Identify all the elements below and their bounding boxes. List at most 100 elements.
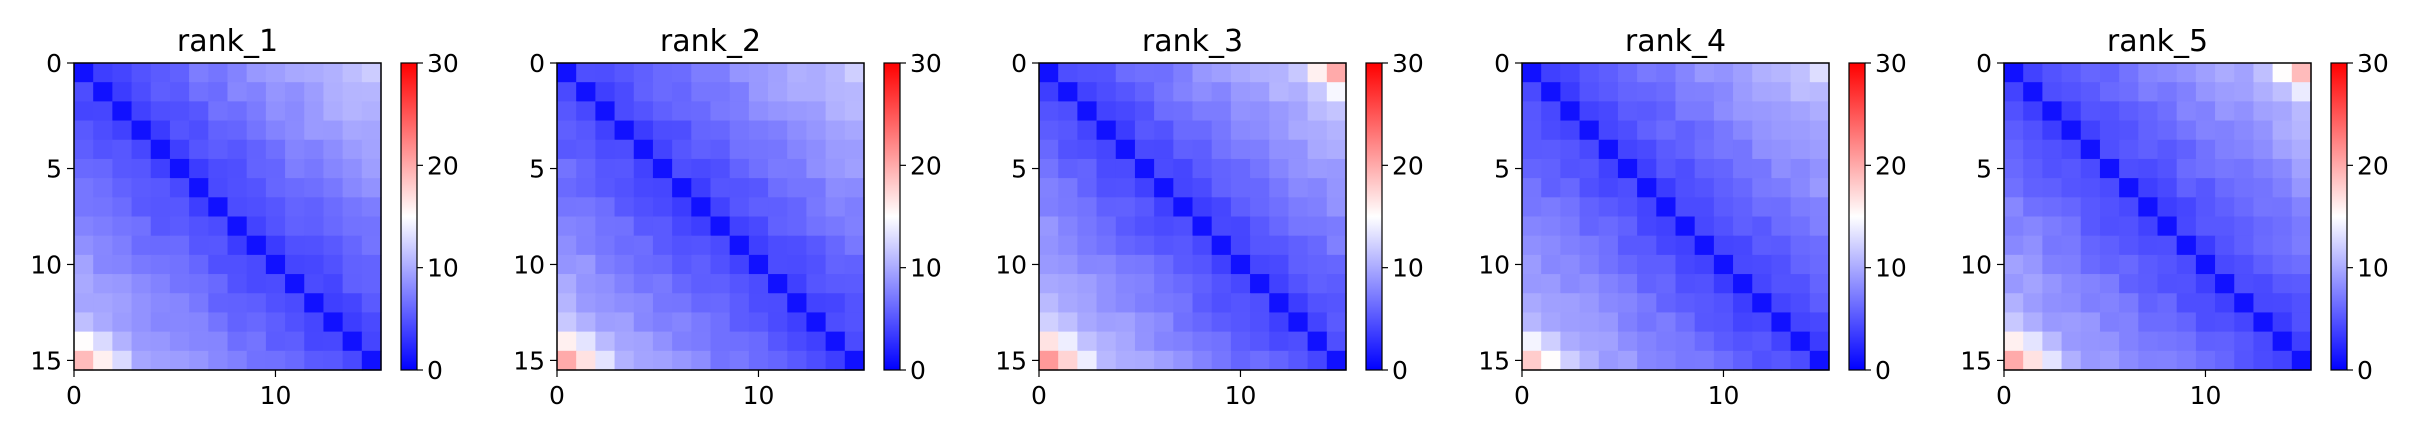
heatmap-cell xyxy=(748,120,769,141)
colorbar xyxy=(1365,62,1383,371)
heatmap-cell xyxy=(595,158,616,179)
heatmap-cell xyxy=(1134,216,1155,237)
heatmap-cell xyxy=(1230,235,1251,256)
heatmap-cell xyxy=(112,197,133,218)
heatmap-cell xyxy=(2253,331,2274,352)
heatmap-cell xyxy=(2291,235,2312,256)
heatmap-cell xyxy=(361,82,382,102)
chart-title: rank_2 xyxy=(660,24,761,59)
heatmap-cell xyxy=(342,235,363,256)
heatmap-cell xyxy=(2215,312,2235,333)
heatmap-cell xyxy=(2119,274,2139,294)
y-tick-label: 0 xyxy=(1011,49,1027,78)
heatmap-cell xyxy=(595,82,616,102)
heatmap-cell xyxy=(1752,101,1773,122)
heatmap-cell xyxy=(93,139,113,160)
heatmap-cell xyxy=(672,178,692,198)
heatmap-cell xyxy=(1694,293,1715,314)
heatmap-cell xyxy=(342,139,363,160)
heatmap-cell xyxy=(323,63,344,83)
heatmap-cell xyxy=(1694,178,1715,198)
heatmap-cell xyxy=(2042,197,2063,218)
heatmap-cell xyxy=(1154,120,1174,141)
heatmap-cell xyxy=(1675,254,1696,275)
heatmap-cell xyxy=(806,158,827,179)
heatmap-cell xyxy=(246,216,267,237)
heatmap-cell xyxy=(1598,139,1619,160)
heatmap-cell xyxy=(1598,120,1619,141)
heatmap-cell xyxy=(787,63,808,83)
heatmap-cell xyxy=(1790,235,1811,256)
heatmap-cell xyxy=(74,235,94,256)
heatmap-cell xyxy=(672,139,692,160)
heatmap-cell xyxy=(265,274,286,294)
heatmap-cell xyxy=(844,178,865,198)
heatmap-cell xyxy=(1288,139,1309,160)
heatmap-cell xyxy=(1211,293,1232,314)
heatmap-cell xyxy=(2215,293,2235,314)
heatmap-cell xyxy=(2215,139,2235,160)
heatmap-cell xyxy=(1250,178,1270,198)
heatmap-cell xyxy=(2195,82,2216,102)
heatmap-cell xyxy=(691,350,712,371)
heatmap-cell xyxy=(2023,120,2043,141)
heatmap-cell xyxy=(131,197,152,218)
heatmap-cell xyxy=(1211,82,1232,102)
heatmap-cell xyxy=(2042,139,2063,160)
heatmap-cell xyxy=(1039,312,1059,333)
heatmap-cell xyxy=(2176,350,2197,371)
heatmap-cell xyxy=(2099,82,2120,102)
heatmap-cell xyxy=(806,254,827,275)
heatmap-cell xyxy=(2215,82,2235,102)
heatmap-cell xyxy=(1230,350,1251,371)
heatmap-cell xyxy=(2195,178,2216,198)
heatmap-cell xyxy=(1269,293,1290,314)
colorbar-tick-label: 20 xyxy=(427,151,459,180)
heatmap-cell xyxy=(2080,82,2101,102)
heatmap-cell xyxy=(1579,101,1600,122)
heatmap-cell xyxy=(576,331,596,352)
heatmap-cell xyxy=(576,293,596,314)
heatmap-cell xyxy=(1771,293,1792,314)
heatmap-cell xyxy=(806,178,827,198)
colorbar-tick-label: 30 xyxy=(910,49,942,78)
heatmap-cell xyxy=(2176,158,2197,179)
heatmap-cell xyxy=(557,331,577,352)
heatmap-cell xyxy=(1115,63,1136,83)
heatmap-cell xyxy=(1541,254,1561,275)
y-tick-label: 5 xyxy=(529,155,545,184)
heatmap-cell xyxy=(189,216,209,237)
heatmap-cell xyxy=(227,331,248,352)
heatmap-cell xyxy=(1077,293,1098,314)
heatmap-cell xyxy=(2119,120,2139,141)
heatmap-cell xyxy=(74,82,94,102)
heatmap-cell xyxy=(2253,293,2274,314)
heatmap-cell xyxy=(557,216,577,237)
heatmap-cell xyxy=(150,312,171,333)
heatmap-cell xyxy=(131,235,152,256)
y-tick-label: 5 xyxy=(46,155,62,184)
heatmap-cell xyxy=(1733,139,1753,160)
axes-frame xyxy=(556,62,865,371)
heatmap-cell xyxy=(1637,235,1657,256)
heatmap-cell xyxy=(1096,331,1117,352)
heatmap-cell xyxy=(1192,235,1213,256)
heatmap-cell xyxy=(112,274,133,294)
heatmap-cell xyxy=(1096,312,1117,333)
heatmap-cell xyxy=(2004,274,2024,294)
heatmap-cell xyxy=(2080,312,2101,333)
heatmap-cell xyxy=(2099,197,2120,218)
heatmap-cell xyxy=(2291,101,2312,122)
heatmap-cell xyxy=(1134,63,1155,83)
heatmap-cell xyxy=(2023,216,2043,237)
heatmap-cell xyxy=(1733,312,1753,333)
heatmap-cell xyxy=(2253,63,2274,83)
heatmap-cell xyxy=(285,216,305,237)
heatmap-cell xyxy=(1809,197,1830,218)
heatmap-cell xyxy=(2272,312,2293,333)
heatmap-cell xyxy=(1211,139,1232,160)
heatmap-cell xyxy=(787,178,808,198)
heatmap-cell xyxy=(285,197,305,218)
heatmap-cell xyxy=(1694,82,1715,102)
heatmap-cell xyxy=(1733,274,1753,294)
